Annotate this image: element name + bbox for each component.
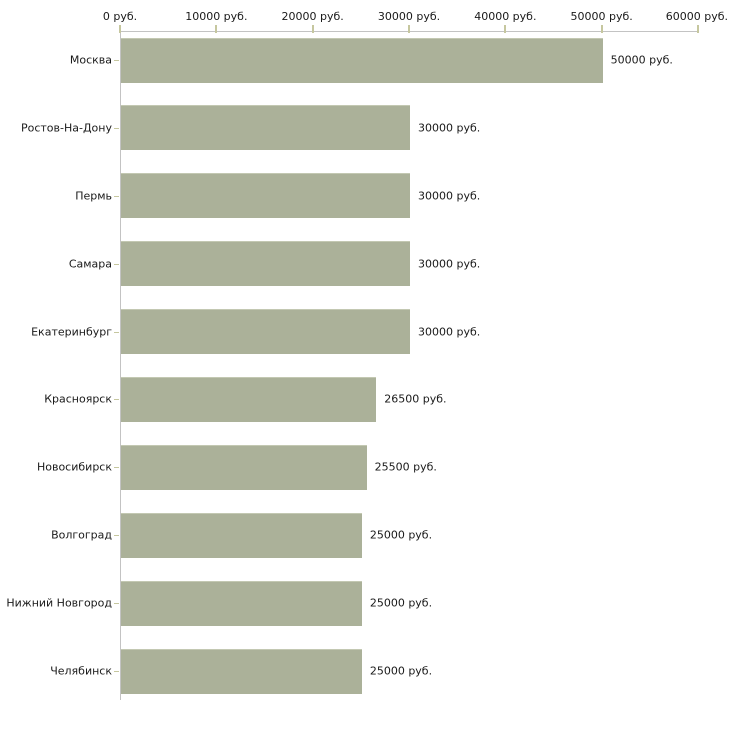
y-axis-tick (114, 264, 119, 265)
x-axis-tick-label: 40000 руб. (474, 10, 537, 23)
x-axis-tick (408, 25, 410, 33)
bar (121, 512, 362, 558)
x-axis-tick (697, 25, 699, 33)
x-axis-tick-label: 20000 руб. (281, 10, 344, 23)
value-label: 30000 руб. (418, 325, 481, 339)
category-label: Екатеринбург (31, 325, 112, 339)
x-axis-tick-label: 60000 руб. (665, 10, 728, 23)
category-label: Волгоград (51, 528, 112, 542)
x-axis-tick-label: 30000 руб. (377, 10, 441, 23)
bar (121, 648, 362, 694)
bar (121, 37, 603, 83)
x-axis-tick-label: 10000 руб. (185, 10, 248, 23)
y-axis-tick (114, 535, 119, 536)
y-axis-tick (114, 196, 119, 197)
bar (121, 580, 362, 626)
bar (121, 444, 367, 490)
category-label: Самара (68, 257, 112, 271)
y-axis-tick (114, 671, 119, 672)
value-label: 25000 руб. (369, 528, 433, 542)
x-axis-tick-label: 50000 руб. (570, 10, 633, 23)
y-axis-tick (114, 603, 119, 604)
x-axis-tick (119, 25, 121, 33)
y-axis-tick (114, 332, 119, 333)
category-label: Новосибирск (36, 460, 112, 474)
bar (121, 376, 377, 422)
x-axis-tick (600, 25, 603, 33)
bar (121, 309, 410, 355)
category-label: Челябинск (50, 664, 112, 678)
value-label: 25000 руб. (369, 596, 433, 610)
value-label: 50000 руб. (610, 53, 673, 67)
category-label: Нижний Новгород (6, 596, 112, 610)
y-axis-tick (114, 60, 119, 61)
x-axis-tick (311, 25, 314, 33)
category-label: Пермь (75, 189, 112, 203)
y-axis-tick (114, 128, 119, 129)
category-label: Москва (69, 53, 112, 67)
y-axis-tick (114, 399, 119, 400)
value-label: 30000 руб. (418, 121, 481, 135)
category-label: Ростов-На-Дону (20, 121, 112, 135)
bar (121, 241, 410, 287)
x-axis-tick-label: 0 руб. (102, 10, 138, 23)
x-axis-tick (504, 25, 507, 33)
bar (121, 105, 410, 151)
category-label: Красноярск (44, 392, 112, 406)
value-label: 25500 руб. (374, 460, 437, 474)
y-axis-tick (114, 467, 119, 468)
value-label: 25000 руб. (369, 664, 433, 678)
bar (121, 173, 410, 219)
value-label: 26500 руб. (384, 392, 447, 406)
value-label: 30000 руб. (418, 189, 481, 203)
value-label: 30000 руб. (418, 257, 481, 271)
y-axis-line (120, 31, 121, 700)
x-axis-tick (215, 25, 218, 33)
